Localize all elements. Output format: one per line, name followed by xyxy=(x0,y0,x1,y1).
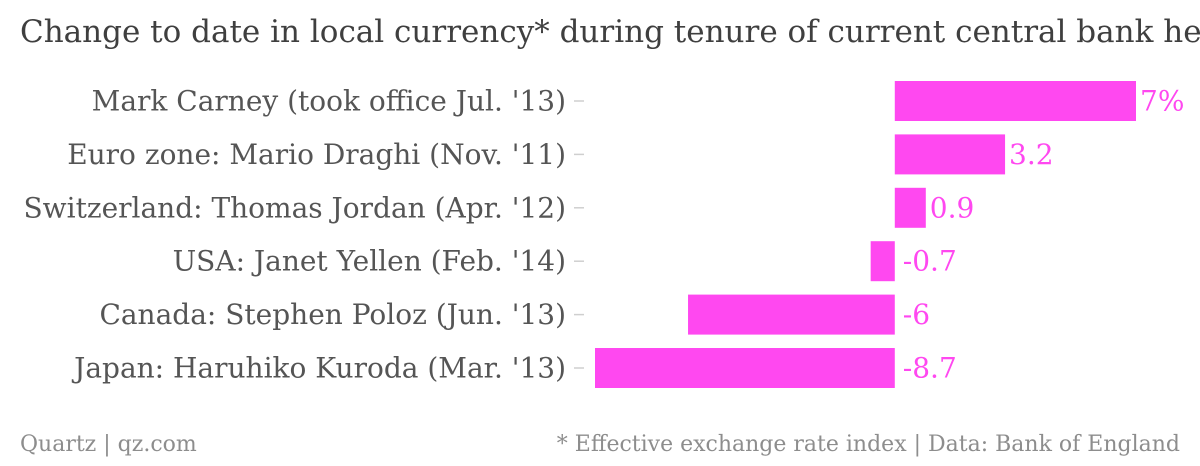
category-label: Japan: Haruhiko Kuroda (Mar. '13) xyxy=(71,352,566,385)
value-label: 0.9 xyxy=(930,191,975,224)
bar xyxy=(894,81,1136,121)
category-label: USA: Janet Yellen (Feb. '14) xyxy=(173,245,566,278)
value-label: -6 xyxy=(903,298,930,331)
bar xyxy=(870,241,895,282)
category-label: Canada: Stephen Poloz (Jun. '13) xyxy=(99,298,566,331)
bar xyxy=(894,134,1006,175)
bar xyxy=(894,187,926,228)
value-label: 3.2 xyxy=(1009,138,1054,171)
value-label: -0.7 xyxy=(903,245,957,278)
category-label: Mark Carney (took office Jul. '13) xyxy=(92,85,566,118)
data-source-note: * Effective exchange rate index | Data: … xyxy=(556,432,1180,457)
value-label: -8.7 xyxy=(903,352,957,385)
category-label: Switzerland: Thomas Jordan (Apr. '12) xyxy=(23,191,566,224)
bar xyxy=(688,294,895,335)
source-credit: Quartz | qz.com xyxy=(20,432,197,457)
bar xyxy=(595,348,895,388)
chart-title: Change to date in local currency* during… xyxy=(20,14,1200,50)
value-label: 7% xyxy=(1140,85,1184,118)
category-label: Euro zone: Mario Draghi (Nov. '11) xyxy=(67,138,566,171)
